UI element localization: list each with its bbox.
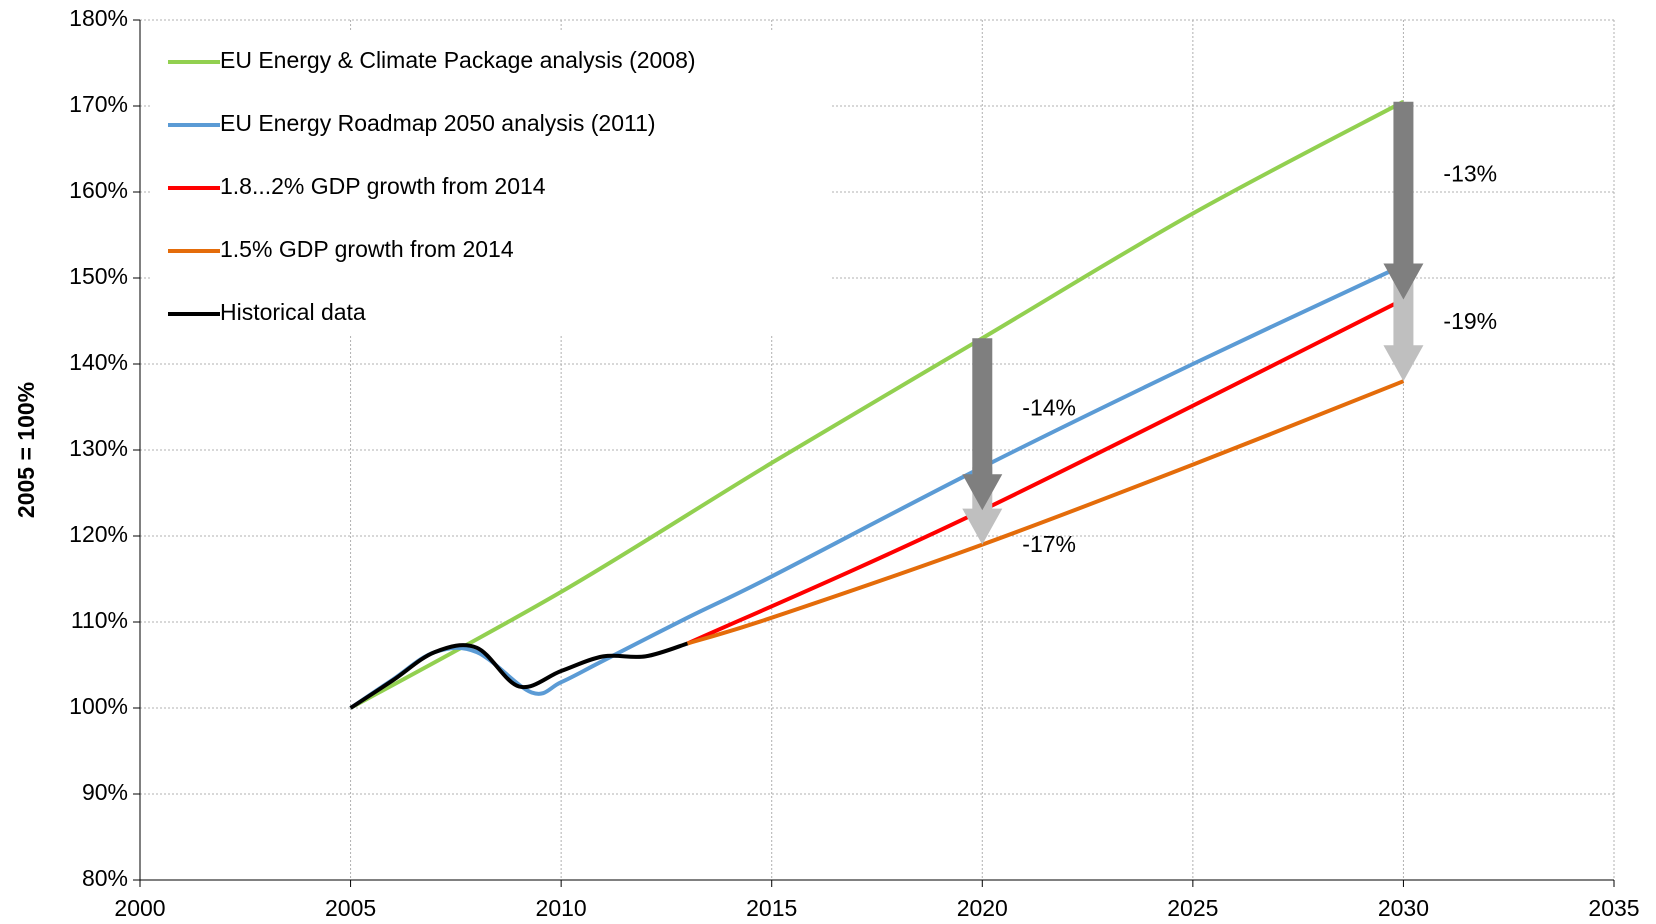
annotation: -19% bbox=[1443, 308, 1497, 334]
y-tick-label: 110% bbox=[71, 607, 128, 633]
x-tick-label: 2005 bbox=[325, 895, 376, 921]
legend-label: EU Energy & Climate Package analysis (20… bbox=[220, 47, 696, 73]
annotation: -14% bbox=[1022, 394, 1076, 420]
y-tick-label: 180% bbox=[69, 5, 128, 31]
x-tick-label: 2015 bbox=[746, 895, 797, 921]
legend-box bbox=[150, 30, 830, 335]
series-line bbox=[686, 297, 1405, 646]
legend-label: 1.5% GDP growth from 2014 bbox=[220, 236, 514, 262]
series-line bbox=[686, 379, 1405, 646]
y-tick-label: 170% bbox=[69, 91, 128, 117]
y-tick-label: 120% bbox=[69, 521, 128, 547]
arrow bbox=[962, 338, 1003, 511]
arrow bbox=[1383, 101, 1424, 300]
x-tick-label: 2010 bbox=[536, 895, 587, 921]
series-line bbox=[349, 99, 1405, 710]
y-tick-label: 100% bbox=[69, 693, 128, 719]
y-axis-label: 2005 = 100% bbox=[13, 382, 39, 518]
x-tick-label: 2030 bbox=[1378, 895, 1429, 921]
x-tick-label: 2000 bbox=[114, 895, 165, 921]
arrow bbox=[1383, 265, 1424, 382]
y-tick-label: 90% bbox=[82, 779, 128, 805]
y-tick-label: 130% bbox=[69, 435, 128, 461]
annotation: -13% bbox=[1443, 161, 1497, 187]
y-tick-label: 160% bbox=[69, 177, 128, 203]
legend-label: 1.8...2% GDP growth from 2014 bbox=[220, 173, 546, 199]
legend-label: EU Energy Roadmap 2050 analysis (2011) bbox=[220, 110, 656, 136]
y-tick-label: 140% bbox=[69, 349, 128, 375]
annotation: -17% bbox=[1022, 531, 1076, 557]
y-tick-label: 80% bbox=[82, 865, 128, 891]
x-tick-label: 2025 bbox=[1167, 895, 1218, 921]
x-tick-label: 2020 bbox=[957, 895, 1008, 921]
x-tick-label: 2035 bbox=[1588, 895, 1639, 921]
y-tick-label: 150% bbox=[69, 263, 128, 289]
legend-label: Historical data bbox=[220, 299, 366, 325]
series-line bbox=[349, 641, 689, 710]
